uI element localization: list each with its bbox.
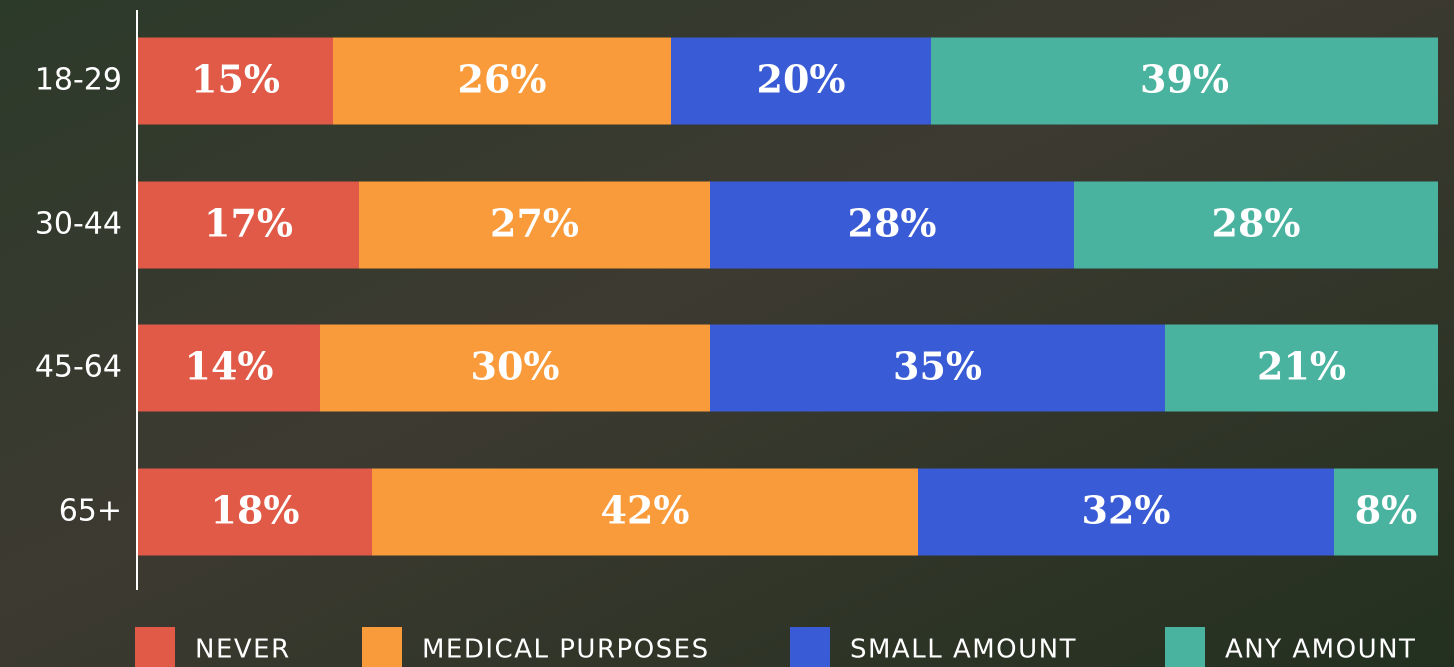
- value-label: 28%: [1212, 201, 1301, 246]
- legend-label: MEDICAL PURPOSES: [422, 635, 710, 665]
- legend-swatch: [1165, 627, 1205, 667]
- value-label: 39%: [1140, 57, 1229, 102]
- value-label: 35%: [893, 344, 982, 389]
- value-label: 21%: [1257, 344, 1346, 389]
- page: 18-29 15% 26% 20% 39% 30-44 17% 27% 28% 28% 45-64 1…: [0, 0, 1454, 667]
- value-label: 15%: [191, 57, 280, 102]
- value-label: 30%: [471, 344, 560, 389]
- legend-label: NEVER: [195, 635, 291, 665]
- value-label: 28%: [848, 201, 937, 246]
- value-label: 20%: [757, 57, 846, 102]
- value-label: 8%: [1355, 488, 1418, 533]
- category-label: 18-29: [35, 63, 122, 98]
- value-label: 14%: [185, 344, 274, 389]
- chart: 18-29 15% 26% 20% 39% 30-44 17% 27% 28% 28% 45-64 1…: [0, 0, 1454, 667]
- legend-swatch: [135, 627, 175, 667]
- value-label: 17%: [204, 201, 293, 246]
- legend-label: SMALL AMOUNT: [850, 635, 1077, 665]
- value-label: 42%: [601, 488, 690, 533]
- value-label: 32%: [1082, 488, 1171, 533]
- value-label: 18%: [211, 488, 300, 533]
- legend-swatch: [790, 627, 830, 667]
- value-label: 26%: [458, 57, 547, 102]
- legend-swatch: [362, 627, 402, 667]
- category-label: 45-64: [35, 350, 122, 385]
- category-label: 30-44: [35, 207, 122, 242]
- value-label: 27%: [490, 201, 579, 246]
- legend-label: ANY AMOUNT: [1225, 635, 1416, 665]
- category-label: 65+: [59, 494, 122, 529]
